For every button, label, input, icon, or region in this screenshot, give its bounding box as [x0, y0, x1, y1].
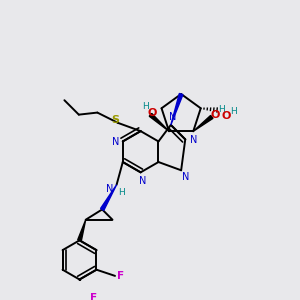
Text: O: O — [221, 111, 231, 121]
Text: S: S — [111, 115, 119, 125]
Polygon shape — [78, 220, 86, 241]
Text: H: H — [218, 105, 224, 114]
Text: N: N — [182, 172, 190, 182]
Text: N: N — [169, 112, 176, 122]
Text: H: H — [118, 188, 125, 197]
Text: O: O — [148, 108, 157, 118]
Polygon shape — [149, 113, 169, 131]
Text: H: H — [142, 102, 149, 111]
Polygon shape — [193, 116, 213, 131]
Text: F: F — [90, 293, 97, 300]
Text: N: N — [112, 137, 119, 147]
Polygon shape — [100, 185, 117, 210]
Text: N: N — [190, 135, 197, 145]
Text: H: H — [230, 107, 237, 116]
Polygon shape — [171, 93, 183, 125]
Text: O: O — [211, 110, 220, 120]
Text: N: N — [139, 176, 146, 186]
Text: F: F — [117, 271, 124, 281]
Text: N: N — [106, 184, 114, 194]
